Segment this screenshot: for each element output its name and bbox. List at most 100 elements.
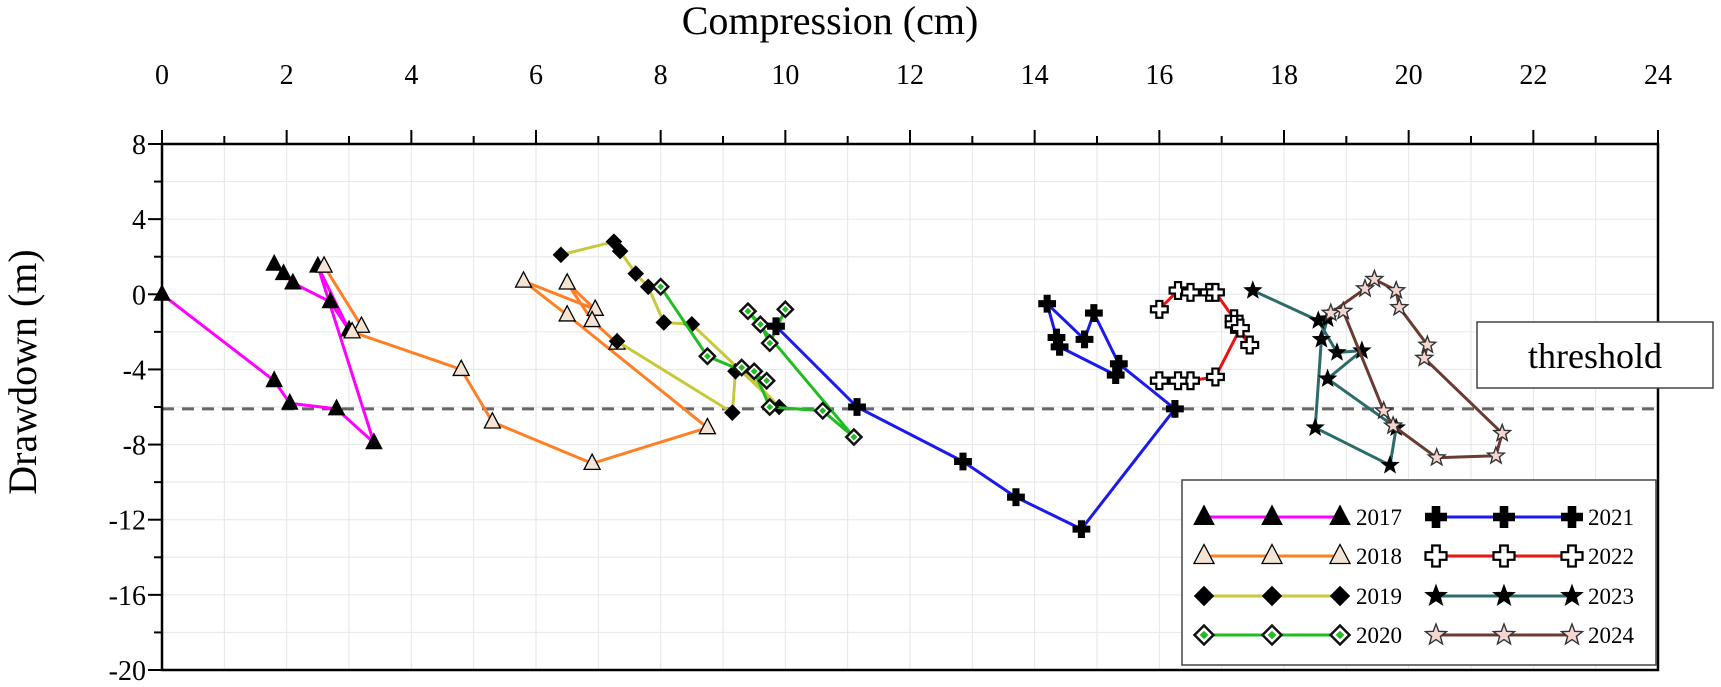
threshold-label: threshold [1528, 336, 1662, 376]
legend-label: 2020 [1356, 623, 1402, 648]
data-point-2017 [284, 272, 302, 290]
threshold-annotation: threshold [1476, 321, 1714, 389]
legend-label: 2023 [1588, 584, 1634, 609]
data-point-2024 [1385, 279, 1407, 300]
legend-marker [1560, 544, 1584, 568]
series-2024 [1320, 268, 1513, 467]
x-tick-label: 14 [1021, 60, 1049, 91]
legend-marker [1260, 543, 1284, 565]
legend-marker [1559, 621, 1585, 646]
data-point-2021 [1166, 399, 1184, 418]
data-point-2023 [1305, 417, 1325, 436]
legend-item-2019: 2019 [1193, 584, 1402, 609]
series-2018 [314, 255, 717, 471]
y-tick-label: -20 [109, 656, 146, 687]
x-tick-label: 6 [529, 60, 543, 91]
marker-inner [738, 364, 746, 371]
x-tick-label: 2 [280, 60, 294, 91]
series-2022 [1149, 281, 1260, 391]
legend-marker [1328, 543, 1352, 565]
data-point-2019 [611, 242, 629, 260]
legend-item-2018: 2018 [1192, 543, 1402, 569]
data-point-2024 [1332, 300, 1354, 320]
data-point-2021 [767, 317, 785, 336]
x-tick-label: 10 [771, 60, 799, 91]
data-point-2022 [1230, 318, 1250, 338]
marker-inner [703, 352, 711, 360]
data-point-2022 [1149, 371, 1169, 391]
data-point-2022 [1240, 335, 1260, 355]
marker-inner [756, 320, 764, 328]
data-point-2018 [583, 309, 602, 328]
marker-inner [850, 433, 858, 441]
legend-label: 2018 [1356, 544, 1402, 569]
data-point-2018 [452, 358, 471, 377]
legend-item-2020: 2020 [1192, 623, 1402, 648]
legend-label: 2019 [1356, 584, 1402, 609]
legend-marker [1492, 544, 1516, 568]
legend-marker [1424, 544, 1448, 568]
data-point-2023 [1311, 329, 1332, 348]
legend-marker [1424, 583, 1448, 607]
legend-marker [1261, 585, 1283, 607]
marker-inner [750, 367, 758, 375]
marker-inner [1199, 630, 1209, 640]
marker-inner [819, 407, 827, 415]
data-point-2024 [1491, 422, 1513, 443]
series-line-2017 [161, 263, 376, 445]
data-point-2019 [552, 246, 570, 264]
legend-marker [1492, 583, 1516, 607]
legend-label: 2017 [1356, 505, 1402, 530]
data-point-2018 [343, 321, 362, 339]
data-point-2018 [514, 270, 533, 288]
data-point-2019 [639, 278, 657, 296]
legend-item-2021: 2021 [1425, 505, 1634, 530]
legend-marker [1560, 583, 1584, 607]
data-point-2021 [1050, 337, 1069, 356]
data-point-2018 [483, 411, 502, 429]
data-point-2021 [1007, 488, 1025, 507]
data-point-2024 [1389, 296, 1410, 317]
marker-inner [766, 339, 774, 347]
marker-inner [1267, 630, 1277, 640]
y-axis-title: Drawdown (m) [0, 249, 45, 495]
y-tick-label: -12 [109, 506, 146, 537]
data-point-2018 [352, 315, 371, 333]
x-tick-label: 16 [1145, 60, 1173, 91]
data-point-2017 [321, 291, 340, 309]
data-point-2021 [848, 398, 866, 416]
data-point-2017 [274, 263, 293, 281]
data-point-2022 [1205, 282, 1225, 302]
series-2019 [552, 233, 788, 421]
data-point-2022 [1168, 371, 1188, 391]
data-point-2024 [1373, 399, 1395, 420]
data-point-2018 [558, 304, 577, 322]
x-axis-title: Compression (cm) [682, 0, 979, 43]
data-point-2017 [265, 370, 284, 388]
data-point-2024 [1382, 415, 1404, 435]
data-point-2024 [1414, 347, 1435, 367]
data-point-2024 [1426, 446, 1447, 467]
x-tick-label: 12 [896, 60, 924, 91]
marker-inner [1335, 630, 1345, 640]
series-line-2022 [1158, 289, 1252, 383]
legend-marker [1193, 504, 1215, 525]
legend-marker [1261, 504, 1283, 525]
data-point-2019 [608, 332, 626, 350]
legend-marker [1425, 506, 1447, 528]
data-point-2021 [1075, 330, 1094, 349]
y-tick-label: 4 [132, 205, 146, 236]
data-point-2024 [1485, 444, 1507, 465]
data-point-2019 [627, 265, 645, 282]
legend-label: 2021 [1588, 505, 1634, 530]
x-tick-label: 4 [404, 60, 418, 91]
data-point-2021 [954, 452, 972, 471]
data-point-2022 [1168, 281, 1188, 301]
legend-marker [1561, 506, 1583, 528]
data-point-2021 [1084, 304, 1103, 322]
data-point-2024 [1417, 334, 1438, 354]
data-point-2022 [1149, 299, 1169, 319]
legend-box [1181, 479, 1657, 666]
data-point-2023 [1380, 454, 1400, 474]
